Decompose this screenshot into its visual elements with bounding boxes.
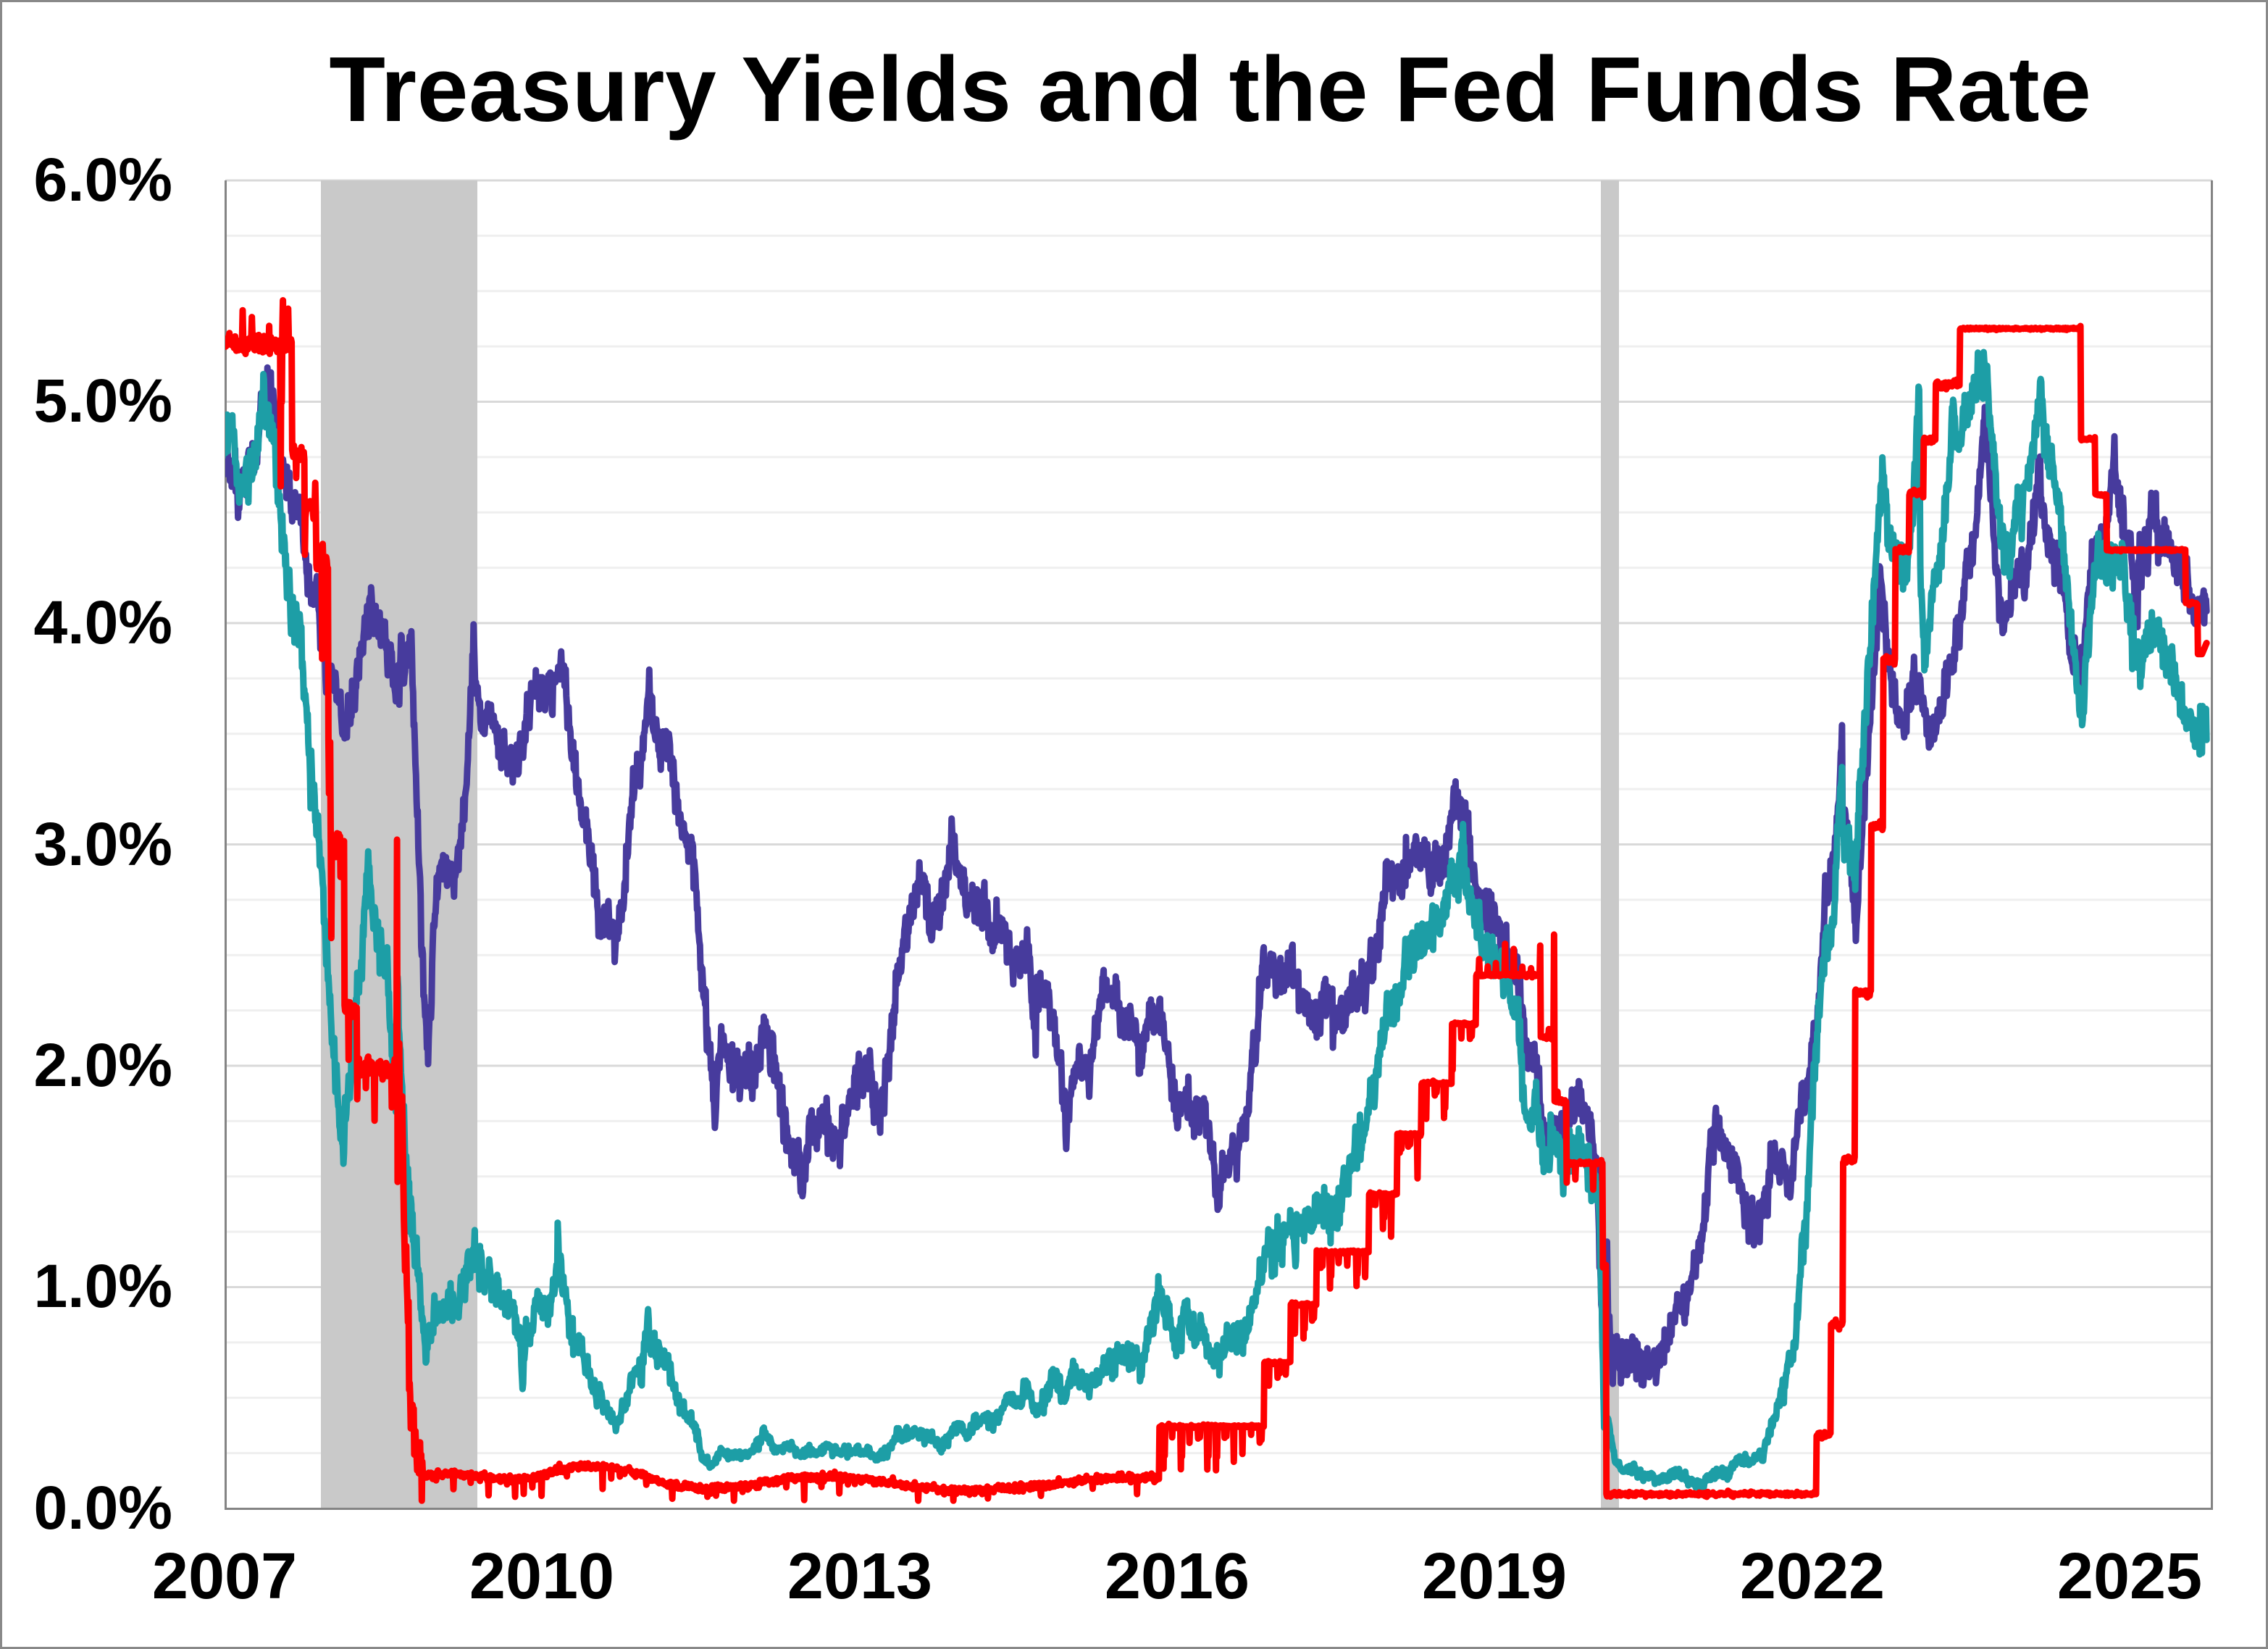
svg-text:4.0%: 4.0% <box>34 588 172 656</box>
svg-text:2.0%: 2.0% <box>34 1031 172 1099</box>
svg-text:2022: 2022 <box>1740 1540 1885 1613</box>
svg-text:1.0%: 1.0% <box>34 1252 172 1320</box>
svg-text:2007: 2007 <box>152 1540 297 1613</box>
svg-text:3.0%: 3.0% <box>34 810 172 878</box>
svg-text:2025: 2025 <box>2057 1540 2202 1613</box>
svg-text:2010: 2010 <box>469 1540 614 1613</box>
svg-text:5.0%: 5.0% <box>34 367 172 435</box>
svg-text:Treasury Yields and the Fed Fu: Treasury Yields and the Fed Funds Rate <box>329 38 2091 141</box>
svg-text:0.0%: 0.0% <box>34 1474 172 1542</box>
svg-text:6.0%: 6.0% <box>34 146 172 214</box>
svg-text:2019: 2019 <box>1422 1540 1567 1613</box>
svg-text:2016: 2016 <box>1105 1540 1250 1613</box>
svg-text:2013: 2013 <box>787 1540 932 1613</box>
